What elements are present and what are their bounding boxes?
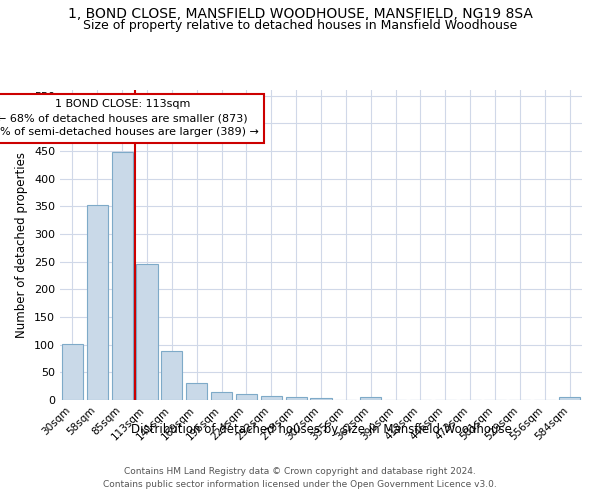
Text: 1, BOND CLOSE, MANSFIELD WOODHOUSE, MANSFIELD, NG19 8SA: 1, BOND CLOSE, MANSFIELD WOODHOUSE, MANS… xyxy=(68,8,532,22)
Bar xyxy=(112,152,133,400)
Text: 1 BOND CLOSE: 113sqm
← 68% of detached houses are smaller (873)
30% of semi-deta: 1 BOND CLOSE: 113sqm ← 68% of detached h… xyxy=(0,100,259,138)
Bar xyxy=(211,392,232,400)
Bar xyxy=(161,352,182,400)
Bar xyxy=(286,397,307,400)
Bar xyxy=(360,396,381,400)
Bar xyxy=(310,398,332,400)
Bar xyxy=(559,397,580,400)
Text: Distribution of detached houses by size in Mansfield Woodhouse: Distribution of detached houses by size … xyxy=(131,422,511,436)
Text: Contains HM Land Registry data © Crown copyright and database right 2024.: Contains HM Land Registry data © Crown c… xyxy=(124,468,476,476)
Bar xyxy=(261,396,282,400)
Text: Contains public sector information licensed under the Open Government Licence v3: Contains public sector information licen… xyxy=(103,480,497,489)
Y-axis label: Number of detached properties: Number of detached properties xyxy=(16,152,28,338)
Bar xyxy=(136,264,158,400)
Bar xyxy=(186,383,207,400)
Bar xyxy=(87,204,108,400)
Bar xyxy=(62,344,83,400)
Bar xyxy=(236,394,257,400)
Text: Size of property relative to detached houses in Mansfield Woodhouse: Size of property relative to detached ho… xyxy=(83,19,517,32)
